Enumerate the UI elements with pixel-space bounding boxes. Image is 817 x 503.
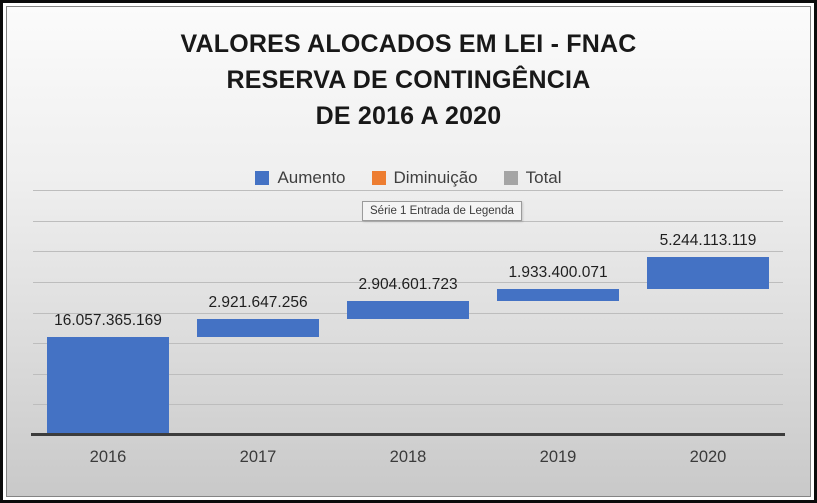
x-axis-label-2017: 2017 [239,448,277,466]
legend-label-diminuicao: Diminuição [393,168,478,187]
x-axis-label-2019: 2019 [539,448,577,466]
chart-title: VALORES ALOCADOS EM LEI - FNAC RESERVA D… [0,26,817,134]
chart-title-line-2: RESERVA DE CONTINGÊNCIA [226,66,591,94]
x-axis-labels: 2016 2017 2018 2019 2020 [33,448,783,472]
gridline [33,343,783,345]
bar-2020[interactable] [647,257,769,290]
gridline [33,281,783,283]
x-axis-label-2020: 2020 [689,448,727,466]
legend-label-total: Total [525,168,562,187]
bar-2016[interactable] [47,336,169,435]
bar-value-label-2017: 2.921.647.256 [208,293,308,311]
chart-title-line-1: VALORES ALOCADOS EM LEI - FNAC [180,30,637,58]
x-axis-label-2018: 2018 [389,448,427,466]
bar-value-label-2020: 5.244.113.119 [659,232,757,249]
legend-swatch-total-icon [503,171,518,185]
x-axis-label-2016: 2016 [89,448,127,466]
bar-value-label-2019: 1.933.400.071 [508,264,608,282]
legend-item-aumento[interactable]: Aumento [255,168,346,188]
gridline [33,373,783,375]
legend-swatch-aumento-icon [255,171,270,185]
bar-2017[interactable] [197,318,319,337]
gridline [33,220,783,222]
legend: Aumento Diminuição Total [0,168,817,188]
legend-label-aumento: Aumento [277,168,346,187]
plot-area: 16.057.365.169 2.921.647.256 2.904.601.723… [33,190,783,435]
legend-entry-tooltip: Série 1 Entrada de Legenda [362,201,522,221]
gridline [33,404,783,406]
bar-value-label-2018: 2.904.601.723 [358,275,458,293]
gridline [33,190,783,191]
bar-value-label-2016: 16.057.365.169 [54,311,162,329]
legend-item-total[interactable]: Total [503,168,562,188]
bar-2019[interactable] [497,289,619,301]
bar-2018[interactable] [347,300,469,319]
legend-swatch-diminuicao-icon [371,171,386,185]
gridline [33,251,783,253]
x-axis-line [31,433,785,436]
legend-item-diminuicao[interactable]: Diminuição [371,168,478,188]
chart-title-line-3: DE 2016 A 2020 [315,102,502,130]
